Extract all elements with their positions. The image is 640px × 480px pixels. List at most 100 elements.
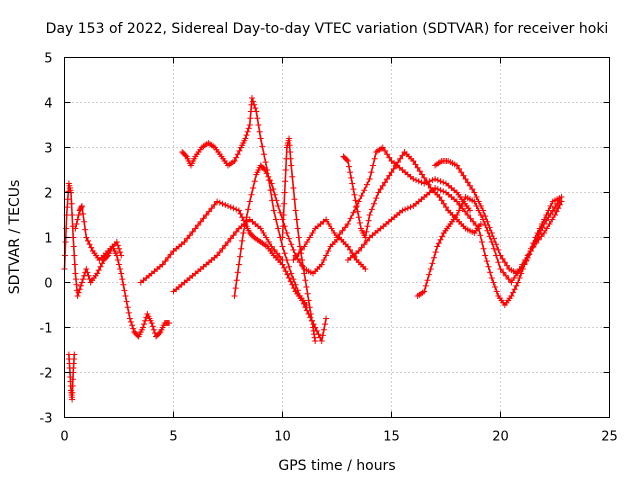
- data-point: [429, 260, 436, 267]
- data-point: [362, 266, 369, 272]
- data-point: [304, 307, 311, 314]
- data-point: [543, 225, 550, 232]
- data-point: [453, 162, 460, 169]
- data-point: [253, 108, 260, 115]
- data-point: [72, 270, 79, 277]
- data-point: [114, 242, 121, 249]
- data-point: [364, 223, 371, 230]
- data-point: [288, 241, 295, 248]
- data-point: [72, 225, 79, 232]
- data-point: [352, 197, 359, 204]
- data-point: [233, 206, 240, 213]
- data-point: [484, 227, 491, 234]
- data-point: [344, 221, 351, 227]
- data-point: [511, 286, 518, 293]
- data-point: [83, 266, 90, 272]
- data-point: [371, 155, 378, 162]
- data-point: [298, 246, 305, 253]
- data-point: [139, 324, 146, 331]
- data-point: [549, 216, 556, 223]
- data-point: [125, 309, 132, 316]
- data-point: [525, 251, 532, 258]
- data-point: [434, 186, 441, 193]
- data-point: [252, 105, 259, 112]
- data-point: [166, 320, 173, 326]
- data-point: [334, 234, 340, 241]
- data-point: [189, 228, 196, 235]
- data-point: [216, 249, 223, 256]
- data-point: [74, 293, 81, 299]
- data-point: [477, 221, 484, 227]
- data-point: [381, 179, 388, 186]
- data-point: [514, 270, 521, 277]
- data-point: [472, 222, 479, 229]
- data-point: [541, 230, 548, 236]
- data-point: [547, 210, 554, 217]
- data-point: [456, 165, 463, 172]
- data-point: [121, 287, 128, 294]
- data-point: [69, 376, 76, 383]
- x-tick-labels: 0 5 10 15 20 25: [60, 430, 617, 445]
- series-line: [347, 187, 563, 306]
- data-point: [182, 152, 189, 159]
- series-track-5: [179, 95, 310, 308]
- data-point: [390, 165, 397, 172]
- data-point: [355, 248, 362, 254]
- data-point: [257, 135, 264, 142]
- data-point: [142, 317, 149, 324]
- data-point: [347, 246, 354, 253]
- data-point: [150, 326, 157, 333]
- y-tick-labels: -3 -2 -1 0 1 2 3 4 5: [40, 52, 53, 427]
- data-point: [286, 263, 293, 270]
- data-point: [75, 289, 82, 296]
- data-point: [363, 181, 370, 188]
- data-point: [395, 159, 402, 166]
- data-point: [523, 257, 530, 263]
- data-point: [259, 143, 266, 150]
- data-point: [379, 144, 386, 151]
- series-track-7: [231, 162, 369, 299]
- data-point: [99, 260, 106, 267]
- data-point: [286, 135, 293, 142]
- y-tick-label: -3: [40, 412, 53, 427]
- data-point: [464, 179, 471, 186]
- data-point: [308, 317, 315, 324]
- data-point: [293, 216, 300, 223]
- data-point: [289, 173, 296, 180]
- data-point: [304, 290, 311, 297]
- data-point: [287, 155, 294, 162]
- data-point: [421, 288, 428, 295]
- data-point: [77, 282, 84, 289]
- data-point: [379, 182, 386, 189]
- data-point: [127, 318, 134, 325]
- series-track-13: [432, 158, 565, 277]
- data-point: [366, 176, 373, 182]
- data-point: [78, 203, 85, 209]
- data-point: [538, 221, 545, 227]
- data-point: [262, 159, 269, 166]
- data-point: [281, 200, 288, 207]
- data-point: [475, 225, 482, 232]
- data-point: [545, 207, 552, 214]
- data-point: [68, 200, 75, 207]
- data-point: [361, 241, 368, 248]
- data-point: [300, 263, 307, 270]
- data-point: [493, 288, 500, 295]
- data-point: [243, 132, 250, 139]
- data-point: [410, 158, 417, 164]
- data-point: [248, 191, 255, 198]
- data-point: [85, 272, 92, 279]
- data-point: [149, 323, 156, 330]
- data-point: [458, 203, 465, 209]
- data-point: [464, 212, 471, 218]
- data-point: [301, 243, 308, 250]
- data-point: [439, 233, 446, 240]
- data-point: [336, 231, 343, 238]
- data-point: [291, 196, 298, 203]
- data-point: [453, 198, 460, 205]
- data-point: [513, 282, 520, 289]
- data-point: [214, 198, 221, 205]
- data-point: [255, 122, 262, 128]
- axis-ticks: [64, 57, 610, 418]
- data-point: [377, 186, 384, 193]
